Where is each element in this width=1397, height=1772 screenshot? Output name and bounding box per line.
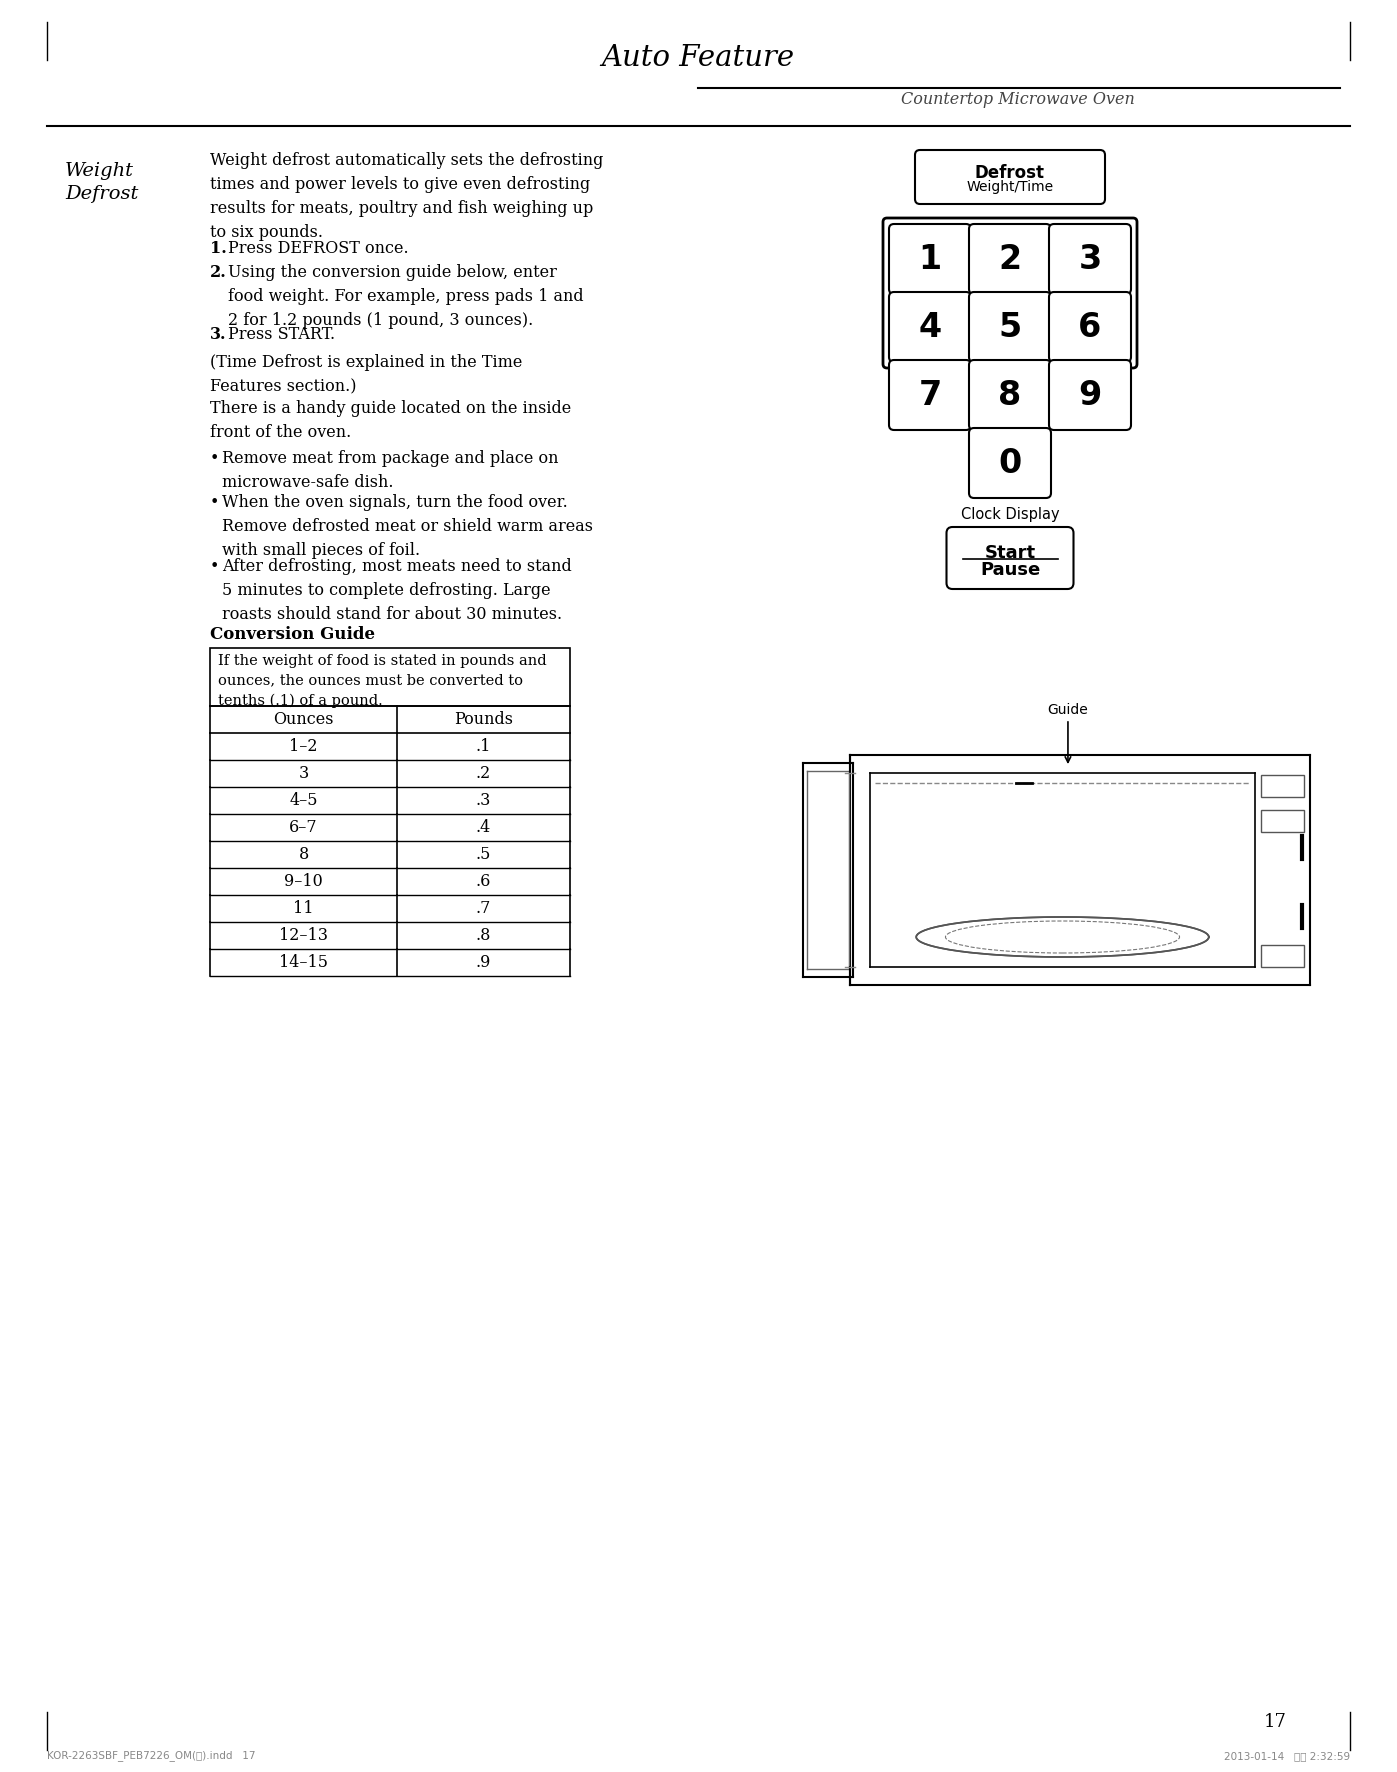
Text: 3.: 3. (210, 326, 226, 344)
Text: Defrost: Defrost (66, 184, 138, 204)
Text: .6: .6 (476, 874, 492, 890)
Text: Countertop Microwave Oven: Countertop Microwave Oven (901, 90, 1134, 108)
Text: .8: .8 (476, 927, 492, 944)
Text: 2013-01-14   오후 2:32:59: 2013-01-14 오후 2:32:59 (1224, 1751, 1350, 1761)
Text: If the weight of food is stated in pounds and
ounces, the ounces must be convert: If the weight of food is stated in pound… (218, 654, 546, 709)
Text: .1: .1 (476, 737, 492, 755)
Text: 12–13: 12–13 (279, 927, 328, 944)
Text: Conversion Guide: Conversion Guide (210, 626, 374, 643)
Text: •: • (210, 558, 219, 574)
Text: (Time Defrost is explained in the Time
Features section.): (Time Defrost is explained in the Time F… (210, 354, 522, 395)
Text: 9–10: 9–10 (284, 874, 323, 890)
Text: 1.: 1. (210, 239, 226, 257)
Text: 14–15: 14–15 (279, 953, 328, 971)
Text: 11: 11 (293, 900, 314, 916)
Text: Weight/Time: Weight/Time (967, 181, 1053, 193)
Text: 6: 6 (1078, 310, 1102, 344)
FancyBboxPatch shape (1261, 810, 1303, 833)
FancyBboxPatch shape (1261, 944, 1303, 968)
Text: 4: 4 (918, 310, 942, 344)
Text: Remove meat from package and place on
microwave-safe dish.: Remove meat from package and place on mi… (222, 450, 559, 491)
Text: .3: .3 (476, 792, 492, 810)
Text: Defrost: Defrost (975, 165, 1045, 183)
Text: .9: .9 (476, 953, 492, 971)
Text: Ounces: Ounces (274, 711, 334, 728)
Text: 3: 3 (299, 766, 309, 781)
FancyBboxPatch shape (970, 223, 1051, 294)
Text: .4: .4 (476, 819, 492, 836)
FancyBboxPatch shape (970, 429, 1051, 498)
Text: 8: 8 (299, 845, 309, 863)
Text: Weight defrost automatically sets the defrosting
times and power levels to give : Weight defrost automatically sets the de… (210, 152, 604, 241)
Text: •: • (210, 450, 219, 468)
Text: 3: 3 (1078, 243, 1102, 275)
Text: Weight: Weight (66, 161, 134, 181)
Text: Auto Feature: Auto Feature (602, 44, 795, 73)
FancyBboxPatch shape (1049, 292, 1132, 361)
Text: .2: .2 (476, 766, 492, 781)
Text: 1: 1 (918, 243, 942, 275)
FancyBboxPatch shape (1049, 223, 1132, 294)
Text: 17: 17 (1263, 1714, 1287, 1731)
FancyBboxPatch shape (888, 223, 971, 294)
Text: •: • (210, 494, 219, 510)
FancyBboxPatch shape (1261, 774, 1303, 797)
Text: Guide: Guide (1048, 703, 1088, 718)
Text: 2: 2 (999, 243, 1021, 275)
FancyBboxPatch shape (947, 526, 1073, 588)
Text: Clock Display: Clock Display (961, 507, 1059, 523)
Text: Press START.: Press START. (228, 326, 335, 344)
Text: Pause: Pause (979, 562, 1041, 579)
Text: .7: .7 (476, 900, 492, 916)
FancyBboxPatch shape (970, 292, 1051, 361)
Text: 0: 0 (999, 447, 1021, 480)
Text: After defrosting, most meats need to stand
5 minutes to complete defrosting. Lar: After defrosting, most meats need to sta… (222, 558, 571, 624)
Text: 6–7: 6–7 (289, 819, 319, 836)
Text: 1–2: 1–2 (289, 737, 319, 755)
FancyBboxPatch shape (210, 649, 570, 705)
FancyBboxPatch shape (1049, 360, 1132, 431)
Text: Using the conversion guide below, enter
food weight. For example, press pads 1 a: Using the conversion guide below, enter … (228, 264, 584, 330)
Text: 5: 5 (999, 310, 1021, 344)
Text: 2.: 2. (210, 264, 226, 282)
FancyBboxPatch shape (888, 292, 971, 361)
Text: Start: Start (985, 544, 1035, 562)
Text: 7: 7 (918, 379, 942, 411)
Text: When the oven signals, turn the food over.
Remove defrosted meat or shield warm : When the oven signals, turn the food ove… (222, 494, 592, 560)
FancyBboxPatch shape (970, 360, 1051, 431)
Text: Press DEFROST once.: Press DEFROST once. (228, 239, 409, 257)
Text: 9: 9 (1078, 379, 1102, 411)
Text: .5: .5 (476, 845, 492, 863)
Text: There is a handy guide located on the inside
front of the oven.: There is a handy guide located on the in… (210, 400, 571, 441)
FancyBboxPatch shape (888, 360, 971, 431)
Text: 8: 8 (999, 379, 1021, 411)
FancyBboxPatch shape (915, 151, 1105, 204)
Text: KOR-2263SBF_PEB7226_OM(영).indd   17: KOR-2263SBF_PEB7226_OM(영).indd 17 (47, 1751, 256, 1761)
Text: Pounds: Pounds (454, 711, 513, 728)
Text: 4–5: 4–5 (289, 792, 319, 810)
